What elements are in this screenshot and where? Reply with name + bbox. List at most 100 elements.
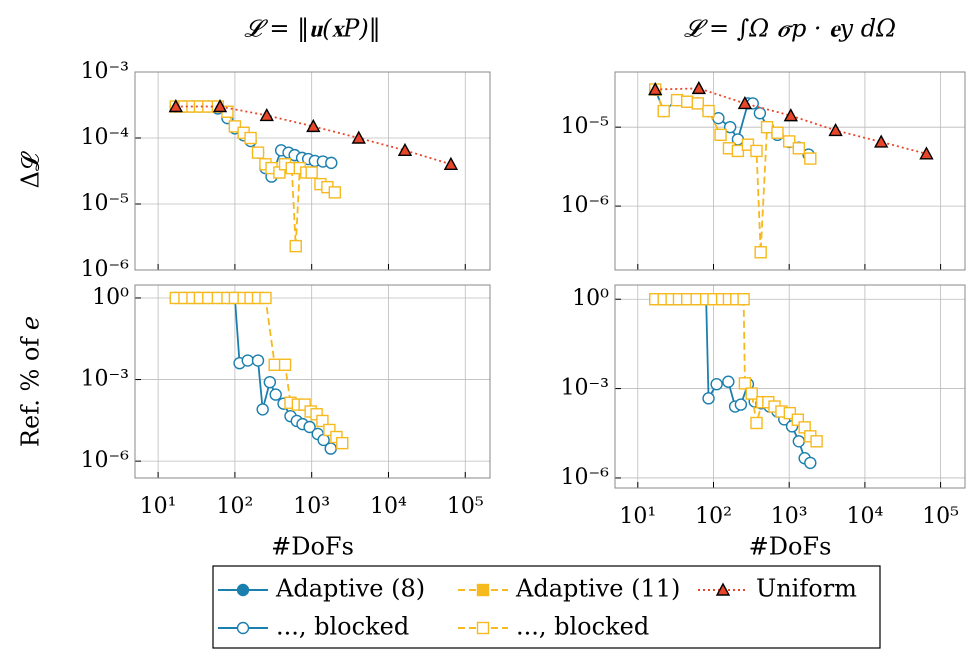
marker bbox=[323, 423, 336, 437]
y-tick-label: 10⁻⁴ bbox=[81, 125, 130, 150]
marker bbox=[241, 354, 254, 367]
y-tick-label: 10⁻⁶ bbox=[561, 193, 610, 218]
y-tick-label: 10⁻³ bbox=[561, 376, 609, 401]
x-axis-label: #DoFs bbox=[271, 533, 354, 561]
marker bbox=[738, 377, 752, 390]
marker bbox=[278, 358, 292, 371]
plot-content bbox=[649, 293, 823, 470]
legend-marker bbox=[715, 582, 731, 596]
y-tick-label: 10⁻³ bbox=[81, 367, 129, 392]
marker bbox=[722, 375, 735, 388]
marker bbox=[648, 82, 663, 96]
marker bbox=[268, 358, 281, 371]
marker bbox=[251, 354, 265, 367]
marker bbox=[737, 293, 750, 306]
marker bbox=[760, 120, 774, 134]
x-tick-label: 10¹ bbox=[619, 504, 656, 529]
marker bbox=[741, 138, 755, 151]
legend-marker bbox=[476, 583, 490, 597]
marker bbox=[670, 93, 684, 107]
y-tick-label: 10⁰ bbox=[92, 285, 129, 310]
marker bbox=[168, 99, 183, 113]
marker bbox=[745, 387, 758, 400]
x-tick-label: 10¹ bbox=[140, 494, 177, 519]
marker bbox=[734, 398, 748, 411]
axes-frame bbox=[134, 284, 491, 479]
marker bbox=[305, 166, 318, 179]
marker bbox=[828, 122, 843, 137]
y-tick-label: 10⁻³ bbox=[81, 59, 129, 84]
marker bbox=[325, 156, 338, 170]
marker bbox=[351, 130, 366, 144]
marker bbox=[244, 131, 257, 145]
x-tick-label: 10⁵ bbox=[447, 494, 484, 519]
marker bbox=[316, 414, 329, 428]
panel-title: 𝓛 = ∫Ω 𝝈𝑝 · 𝐞𝑦 dΩ bbox=[684, 15, 896, 43]
y-tick-label: 10⁻⁶ bbox=[81, 448, 130, 473]
x-tick-label: 10² bbox=[695, 504, 732, 529]
marker bbox=[681, 95, 694, 108]
marker bbox=[783, 108, 798, 122]
marker bbox=[259, 291, 272, 305]
plot-content bbox=[169, 291, 349, 455]
plot-area bbox=[615, 285, 965, 488]
legend-label: Adaptive (11) bbox=[515, 575, 680, 603]
y-axis-label: Ref. % of 𝑒 bbox=[17, 316, 45, 447]
marker bbox=[306, 118, 321, 133]
marker bbox=[702, 104, 715, 118]
marker bbox=[919, 146, 934, 160]
marker bbox=[336, 436, 349, 450]
marker bbox=[691, 97, 704, 110]
marker bbox=[714, 128, 727, 142]
marker bbox=[397, 142, 413, 157]
y-tick-label: 10⁻⁶ bbox=[81, 257, 130, 282]
marker bbox=[753, 107, 767, 120]
x-tick-label: 10⁵ bbox=[922, 504, 959, 529]
legend-label: ..., blocked bbox=[276, 613, 409, 641]
marker bbox=[328, 186, 342, 199]
marker bbox=[269, 388, 282, 401]
axes-frame bbox=[614, 71, 966, 271]
x-tick-label: 10⁴ bbox=[846, 504, 883, 529]
y-tick-label: 10⁻⁶ bbox=[561, 465, 610, 490]
plot-area bbox=[135, 285, 490, 478]
marker bbox=[691, 80, 707, 95]
legend-marker bbox=[236, 621, 250, 635]
legend-label: Adaptive (8) bbox=[275, 575, 425, 603]
y-tick-label: 10⁻⁵ bbox=[81, 191, 129, 216]
x-tick-label: 10² bbox=[216, 494, 253, 519]
marker bbox=[723, 120, 737, 134]
marker bbox=[782, 135, 796, 148]
marker bbox=[731, 144, 745, 158]
marker bbox=[750, 416, 763, 430]
panel-title: 𝓛 = ‖𝐮(𝐱𝑃)‖ bbox=[244, 15, 380, 44]
marker bbox=[783, 406, 797, 420]
marker bbox=[792, 142, 806, 155]
legend-label: Uniform bbox=[756, 575, 857, 603]
plot-area bbox=[615, 72, 965, 270]
axes-frame bbox=[134, 71, 491, 271]
x-axis-label: #DoFs bbox=[749, 533, 832, 561]
marker bbox=[771, 126, 784, 139]
legend-marker bbox=[476, 621, 490, 635]
x-tick-label: 10⁴ bbox=[370, 494, 407, 519]
marker bbox=[228, 120, 242, 133]
marker bbox=[710, 378, 723, 391]
x-tick-label: 10³ bbox=[293, 494, 330, 519]
marker bbox=[657, 104, 670, 118]
marker bbox=[251, 146, 265, 159]
marker bbox=[804, 456, 817, 470]
marker bbox=[750, 144, 763, 158]
marker bbox=[737, 95, 753, 110]
marker bbox=[873, 134, 889, 148]
legend-marker bbox=[236, 583, 250, 597]
marker bbox=[804, 152, 817, 165]
marker bbox=[754, 246, 767, 259]
marker bbox=[792, 435, 806, 448]
y-tick-label: 10⁻⁵ bbox=[561, 114, 609, 139]
marker bbox=[289, 239, 302, 253]
marker bbox=[791, 413, 805, 426]
y-tick-label: 10⁰ bbox=[572, 286, 609, 311]
marker bbox=[263, 375, 277, 389]
